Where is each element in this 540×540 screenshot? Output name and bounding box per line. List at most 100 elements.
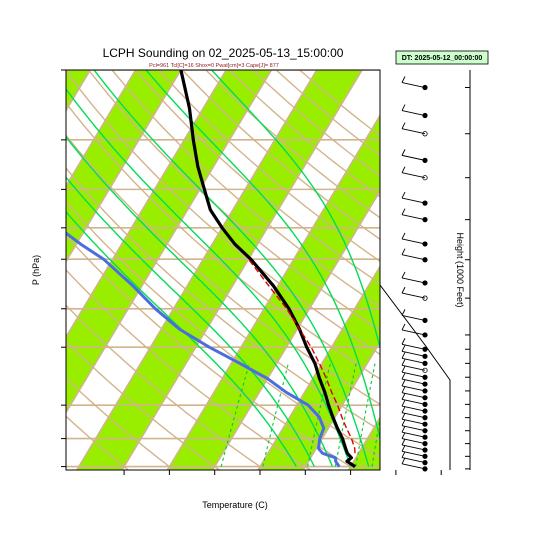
isotherm-band [66,70,91,111]
wind-barb-feather [401,345,406,352]
isotherm-band [76,70,363,470]
wind-barb-feather [401,372,406,380]
mixing-ratio-line [371,415,380,467]
wind-barb-feather [401,286,406,294]
wind-panel-outline [379,70,451,470]
wind-barb [401,378,426,385]
wind-barb-feather [401,406,406,413]
y-axis-label: P (hPa) [31,255,41,285]
wind-barb [401,197,426,204]
wind-barb-feather [401,451,406,458]
wind-barb [401,277,426,284]
dry-adiabat [158,70,380,263]
moist-adiabat [210,70,380,351]
moist-adiabat [66,210,297,467]
mixing-ratio-line [262,363,289,467]
isotherm-band [522,52,540,483]
wind-barb-feather [401,232,406,240]
wind-barb [401,82,426,88]
wind-barb-feather [401,149,406,156]
wind-barb-feather [401,419,406,426]
wind-barb [401,385,426,392]
isotherm-band [0,52,11,483]
wind-barb-feather [401,166,406,173]
isotherm-line [75,70,318,470]
height-axis [465,87,470,470]
wind-barb-feather [401,271,406,279]
datetime-text: DT: 2025-05-12_00:00:00 [402,55,483,62]
wind-barb-feather [401,399,406,407]
dry-adiabat [66,101,380,380]
wind-barb-feather [401,338,406,345]
wind-barb [401,154,426,161]
wind-barb [401,292,426,299]
wind-barb [401,444,426,451]
isotherm-line [66,70,137,188]
mixing-ratio-line [307,363,331,467]
wind-barb [401,314,426,321]
dry-adiabat [66,70,380,356]
wind-barb [401,238,426,245]
x-axis [123,470,442,475]
dry-adiabat [66,134,380,406]
wind-barb [401,405,426,412]
isotherm-band [348,417,380,470]
isotherm-line [66,70,182,264]
isotherm-line [431,52,540,483]
series-parcel-line [247,258,356,454]
wind-barb [401,110,426,116]
wind-barb [401,357,426,364]
y-axis [61,69,66,468]
wind-barb [401,172,426,179]
isotherm-line [0,52,11,483]
moist-adiabat [66,176,316,467]
wind-barb-feather [401,309,406,316]
isotherm-line [347,416,380,470]
wind-barb-feather [401,438,406,446]
chart-subtitle: Pcl=961 Tcl[C]=16 Shox=0 Pwat[cm]=3 Cape… [149,63,279,69]
wind-barb-feather [401,432,406,439]
sounding-lines [66,70,356,468]
dry-adiabat [228,70,380,198]
isotherm-line [211,189,380,470]
dry-adiabat [88,70,380,332]
wind-barb-feather [401,386,406,393]
dry-adiabat [66,167,380,432]
x-axis-label: Temperature (C) [202,500,268,510]
wind-barb-feather [401,359,406,366]
mixing-ratio-line [397,364,413,467]
wind-barb [401,450,426,457]
wind-barb [401,438,426,445]
isotherm-line [522,52,540,483]
wind-barb-feather [401,393,406,400]
wind-barb [401,329,426,336]
dry-adiabat [66,340,221,470]
dry-adiabat [66,415,130,470]
wind-barb-feather [401,208,406,215]
wind-barb [401,371,426,378]
dry-adiabat [111,70,380,308]
wind-barb-feather [401,122,406,129]
dry-adiabat [134,70,380,285]
wind-barb-feather [401,104,406,111]
dry-adiabat [66,268,312,470]
wind-barb [401,425,426,432]
wind-barb [401,412,426,419]
dry-adiabat [66,304,267,470]
wind-barb [401,418,426,425]
wind-barb [401,398,426,405]
dry-adiabat [66,377,176,470]
mixing-ratio-line [220,363,250,467]
isotherm-line [0,52,56,483]
chart-title: LCPH Sounding on 02_2025-05-13_15:00:00 [103,46,344,60]
moist-adiabat [145,70,380,442]
height-axis-label: Height (1000 Feet) [455,232,465,307]
isotherm-line [66,70,273,415]
wind-barb [401,254,426,261]
wind-barb-feather [401,352,406,359]
isotherm-line [121,70,363,470]
wind-barb [401,343,426,350]
datetime-box: DT: 2025-05-12_00:00:00 [395,50,489,65]
moist-adiabat [66,87,352,467]
wind-barb [401,364,426,371]
